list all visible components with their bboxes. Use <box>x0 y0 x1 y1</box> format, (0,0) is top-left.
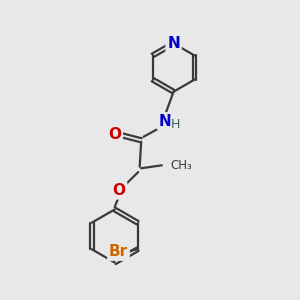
Text: O: O <box>112 183 126 198</box>
Text: Br: Br <box>109 244 128 259</box>
Text: N: N <box>158 114 171 129</box>
Text: H: H <box>171 118 181 130</box>
Text: CH₃: CH₃ <box>171 159 192 172</box>
Text: O: O <box>108 127 121 142</box>
Text: N: N <box>167 36 180 51</box>
